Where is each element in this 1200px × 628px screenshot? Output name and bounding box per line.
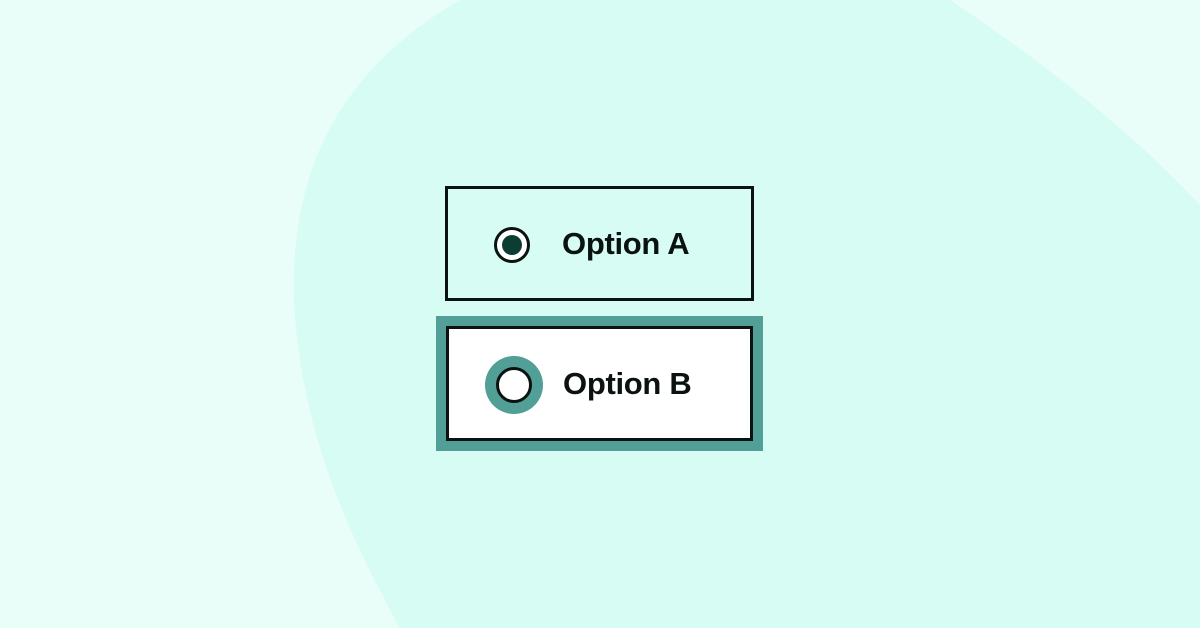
radio-selected-dot	[502, 235, 522, 255]
option-a-label: Option A	[562, 225, 690, 261]
background-blob	[293, 0, 1200, 628]
radio-option-a[interactable]: Option A	[445, 186, 754, 301]
option-b-label: Option B	[563, 365, 692, 401]
radio-option-b[interactable]: Option B	[446, 326, 753, 441]
radio-unselected-icon[interactable]	[496, 367, 532, 403]
radio-selected-icon[interactable]	[494, 227, 530, 263]
